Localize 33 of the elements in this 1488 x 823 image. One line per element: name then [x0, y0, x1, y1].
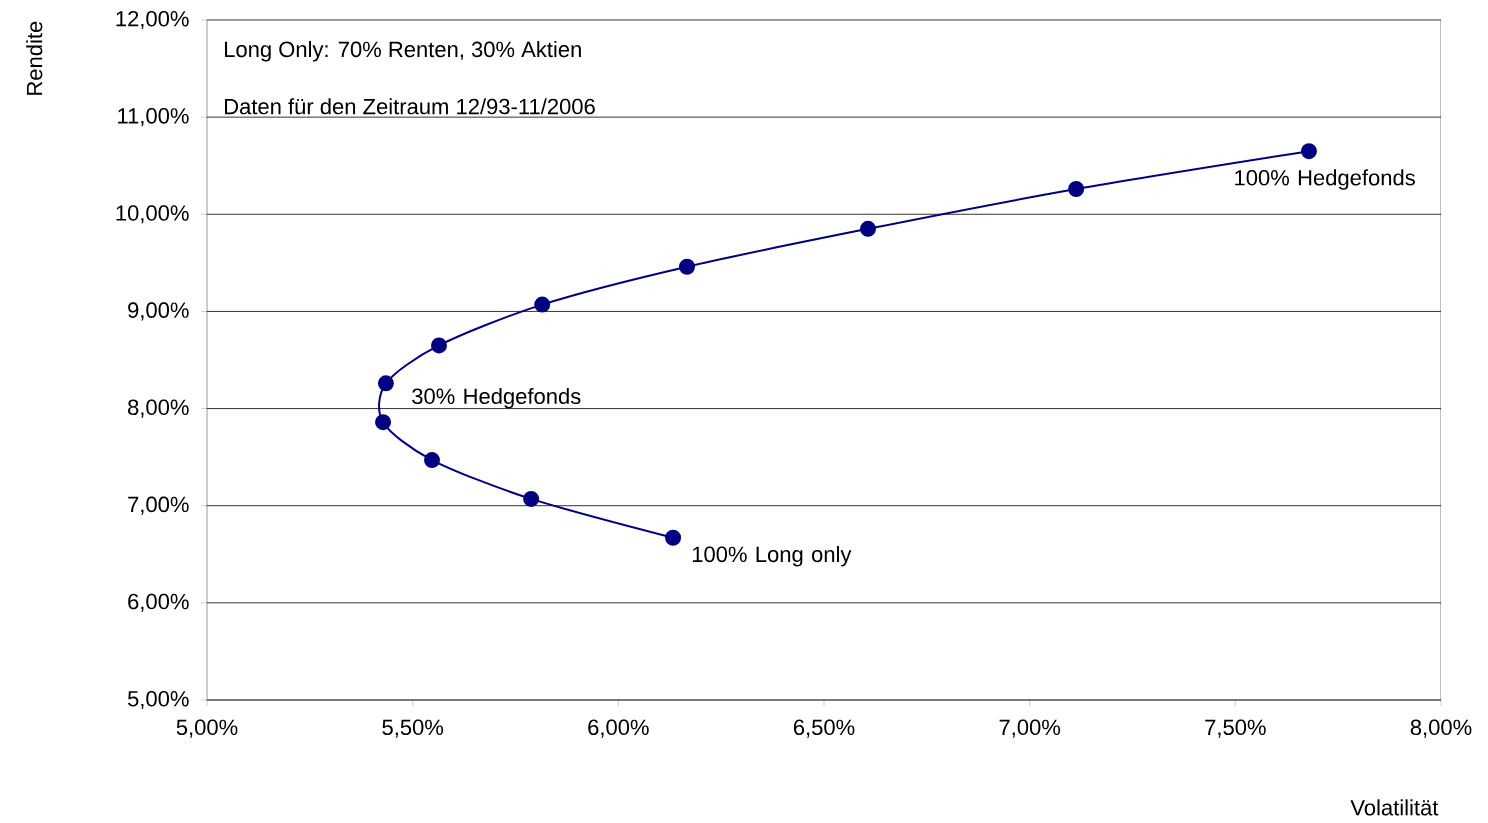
x-tick-label: 5,50% — [382, 719, 444, 738]
point — [375, 414, 392, 431]
point — [523, 491, 540, 507]
y-tick-label: 11,00% — [118, 108, 189, 127]
y-tick-label: 8,00% — [128, 399, 189, 418]
point — [534, 296, 551, 313]
point — [424, 452, 440, 469]
point — [665, 529, 682, 546]
y-tick-label: 9,00% — [128, 302, 189, 321]
x-tick-label: 8,00% — [1410, 719, 1472, 738]
point — [1068, 181, 1085, 198]
y-tick-label: 6,00% — [128, 593, 189, 613]
annotation: 100% Long only — [692, 546, 852, 567]
annotation: 30% Hedgefonds — [412, 388, 581, 409]
x-tick-label: 7,00% — [999, 719, 1061, 738]
point — [1300, 143, 1317, 160]
y-tick-label: 10,00% — [116, 205, 189, 224]
y-tick-label: 7,00% — [128, 496, 189, 515]
y-tick-label: 12,00% — [116, 10, 189, 30]
x-tick-label: 6,50% — [793, 719, 855, 738]
y-axis-title: Rendite — [26, 21, 43, 95]
annotation: Long Only: 70% Renten, 30% Aktien — [225, 41, 581, 62]
point — [377, 375, 394, 392]
x-tick-label: 6,00% — [588, 719, 649, 738]
x-tick-label: 7,50% — [1205, 719, 1266, 738]
point — [679, 258, 696, 275]
annotation: Daten für den Zeitraum 12/93-11/2006 — [225, 98, 595, 115]
annotation: 100% Hedgefonds — [1235, 169, 1415, 190]
x-tick-label: 5,00% — [176, 719, 238, 738]
x-axis-title: Volatilität — [1350, 799, 1439, 816]
point — [860, 220, 877, 237]
y-tick-label: 5,00% — [127, 690, 189, 710]
point — [430, 337, 447, 354]
